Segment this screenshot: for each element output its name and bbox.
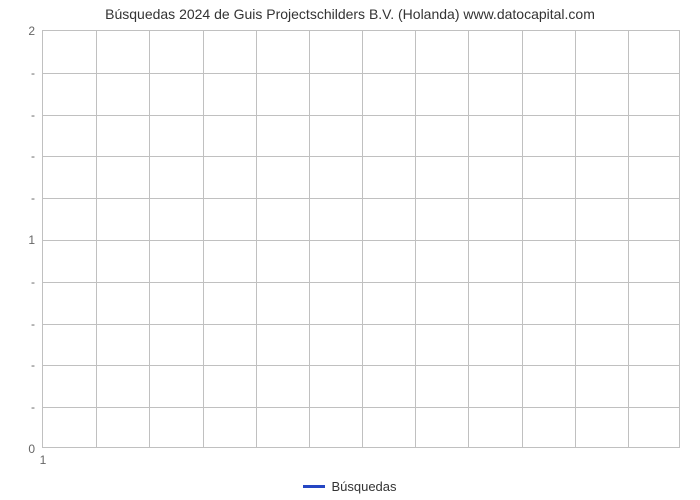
- grid-line-horizontal: [43, 365, 679, 366]
- y-tick-label: 1: [28, 233, 43, 247]
- grid-line-horizontal: [43, 407, 679, 408]
- y-tick-minor: -: [31, 400, 43, 414]
- grid-line-vertical: [522, 31, 523, 447]
- grid-line-vertical: [309, 31, 310, 447]
- legend: Búsquedas: [0, 478, 700, 494]
- y-tick-label: 2: [28, 24, 43, 38]
- legend-series-line: [303, 485, 325, 488]
- y-tick-minor: -: [31, 358, 43, 372]
- grid-line-vertical: [362, 31, 363, 447]
- x-tick-label: 1: [40, 447, 47, 467]
- grid-line-vertical: [203, 31, 204, 447]
- grid-line-horizontal: [43, 156, 679, 157]
- grid-line-horizontal: [43, 240, 679, 241]
- grid-line-horizontal: [43, 198, 679, 199]
- y-tick-minor: -: [31, 66, 43, 80]
- legend-series-label: Búsquedas: [331, 479, 396, 494]
- grid-line-vertical: [468, 31, 469, 447]
- grid-line-vertical: [415, 31, 416, 447]
- grid-line-vertical: [96, 31, 97, 447]
- grid-line-horizontal: [43, 73, 679, 74]
- chart-title: Búsquedas 2024 de Guis Projectschilders …: [0, 6, 700, 22]
- y-tick-minor: -: [31, 149, 43, 163]
- grid-line-vertical: [628, 31, 629, 447]
- grid-line-vertical: [256, 31, 257, 447]
- grid-line-vertical: [575, 31, 576, 447]
- y-tick-minor: -: [31, 191, 43, 205]
- y-tick-minor: -: [31, 108, 43, 122]
- y-tick-minor: -: [31, 317, 43, 331]
- grid-line-vertical: [149, 31, 150, 447]
- grid-line-horizontal: [43, 115, 679, 116]
- plot-area: 0----1----21: [42, 30, 680, 448]
- grid-line-horizontal: [43, 282, 679, 283]
- y-tick-minor: -: [31, 275, 43, 289]
- grid-line-horizontal: [43, 324, 679, 325]
